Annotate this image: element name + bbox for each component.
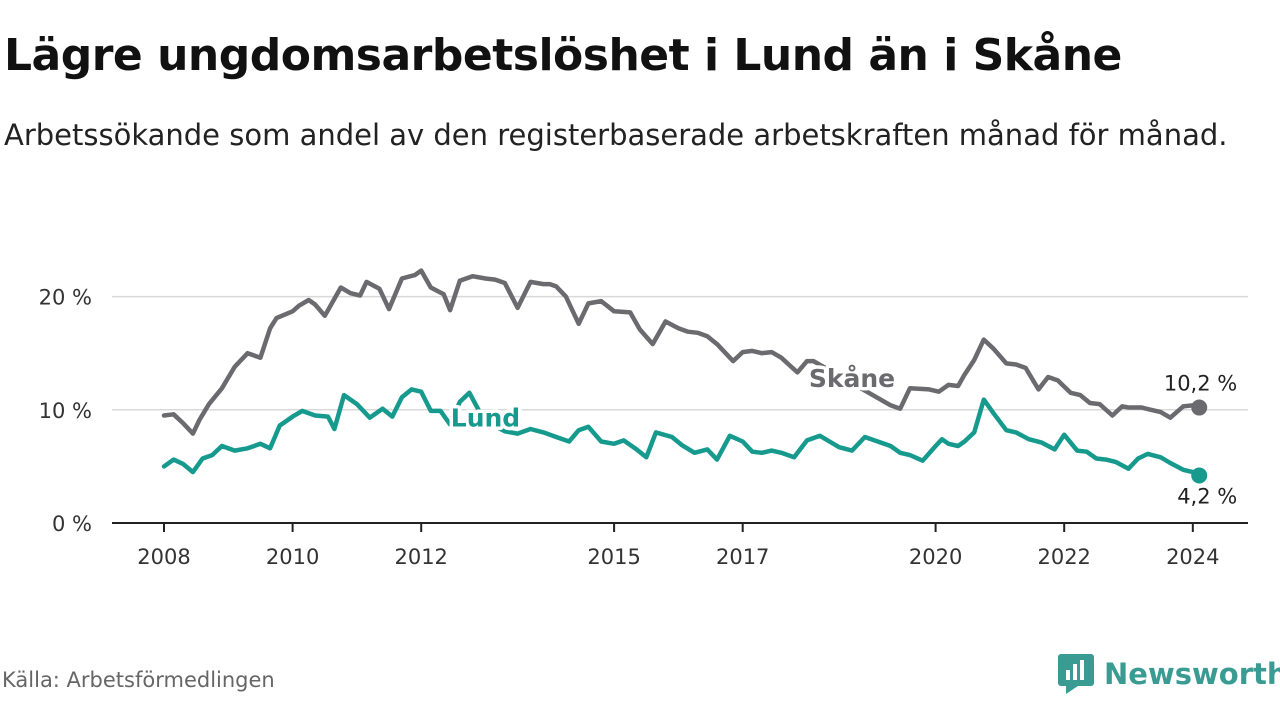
series-lines: [161, 268, 1208, 484]
series-end-marker-skne: [1191, 399, 1208, 416]
x-axis: 2008 2010 2012 2015 2017 2020 2022 2024: [112, 522, 1248, 569]
chart-title: Lägre ungdomsarbetslöshet i Lund än i Sk…: [4, 30, 1122, 81]
series-name-label-skne: Skåne: [809, 364, 895, 393]
series-line-skne: [161, 268, 1202, 436]
series-end-marker-lund: [1191, 467, 1208, 484]
x-tick-label: 2010: [266, 545, 319, 569]
y-tick-label: 20 %: [39, 286, 92, 310]
y-tick-label: 0 %: [52, 512, 92, 536]
brand-name: Newsworthy: [1104, 657, 1280, 691]
x-tick-label: 2008: [137, 545, 190, 569]
x-tick-label: 2015: [587, 545, 640, 569]
y-tick-label: 10 %: [39, 399, 92, 423]
newsworthy-logo[interactable]: Newsworthy: [1058, 654, 1280, 694]
newsworthy-logo-icon: [1058, 654, 1094, 694]
source-note: Källa: Arbetsförmedlingen: [2, 668, 275, 692]
x-tick-label: 2017: [716, 545, 769, 569]
series-end-label-lund: 4,2 %: [1177, 484, 1237, 508]
chart-subtitle: Arbetssökande som andel av den registerb…: [4, 118, 1228, 152]
series-end-label-skne: 10,2 %: [1164, 372, 1237, 396]
x-tick-label: 2022: [1037, 545, 1090, 569]
series-labels: 10,2 % 4,2 % Skåne Lund: [447, 361, 1237, 509]
series-name-label-lund: Lund: [451, 404, 520, 433]
x-tick-label: 2024: [1166, 545, 1219, 569]
x-tick-label: 2012: [394, 545, 447, 569]
series-line-lund: [161, 387, 1202, 478]
x-tick-label: 2020: [909, 545, 962, 569]
y-axis-labels: 0 % 10 % 20 %: [39, 286, 92, 536]
